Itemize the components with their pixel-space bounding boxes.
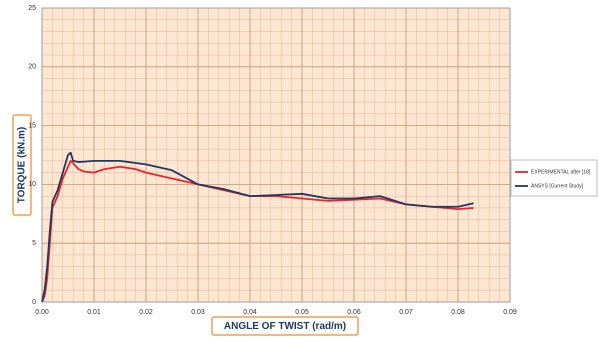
x-tick-label: 0.01 [87, 309, 101, 316]
x-tick-label: 0.07 [399, 309, 413, 316]
x-tick-label: 0.04 [243, 309, 257, 316]
x-tick-label: 0.08 [451, 309, 465, 316]
x-tick-label: 0.03 [191, 309, 205, 316]
y-axis-label: TORQUE (kN.m) [17, 127, 28, 204]
x-tick-label: 0.06 [347, 309, 361, 316]
series-line [41, 151, 474, 303]
x-tick-label: 0.05 [295, 309, 309, 316]
x-tick-label: 0.00 [35, 309, 49, 316]
x-axis-label: ANGLE OF TWIST (rad/m) [224, 321, 346, 332]
plot-area [42, 8, 510, 302]
y-tick-label: 25 [28, 5, 36, 12]
legend-label: EXPERIMENTAL after [18] [531, 169, 591, 175]
y-tick-label: 15 [28, 122, 36, 129]
x-tick-label: 0.09 [503, 309, 517, 316]
plot-border [41, 7, 511, 303]
y-tick-label: 20 [28, 64, 36, 71]
x-label-box [211, 316, 359, 336]
y-tick-label: 5 [32, 240, 36, 247]
series-line [41, 159, 474, 303]
legend [510, 159, 598, 197]
x-tick-label: 0.02 [139, 309, 153, 316]
legend-label: ANSYS [Current Study] [531, 183, 584, 189]
y-tick-label: 0 [32, 299, 36, 306]
y-tick-label: 10 [28, 181, 36, 188]
y-label-box [12, 114, 32, 216]
